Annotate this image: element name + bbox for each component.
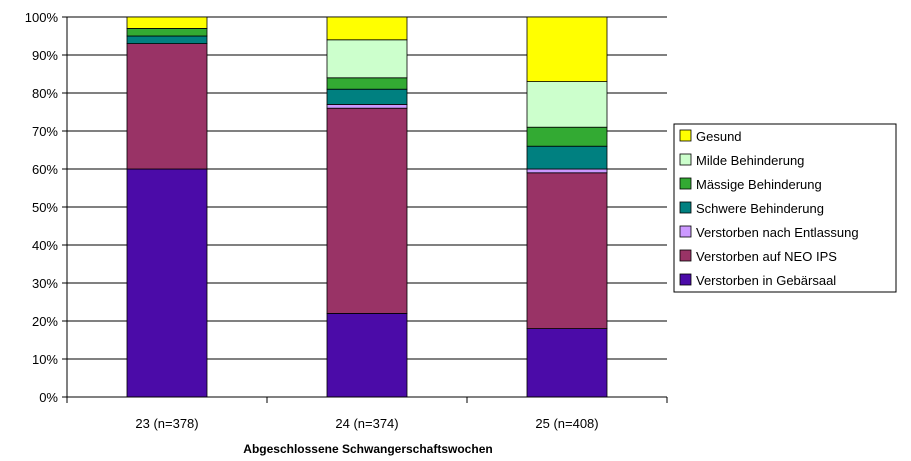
bar-segment xyxy=(526,328,608,398)
y-tick-label: 80% xyxy=(32,86,58,101)
legend-swatch xyxy=(679,153,692,166)
y-tick-label: 20% xyxy=(32,314,58,329)
bar-segment xyxy=(126,27,208,37)
x-tick-label: 24 (n=374) xyxy=(335,416,398,431)
legend-label: Verstorben in Gebärsaal xyxy=(696,273,836,288)
legend-swatch xyxy=(679,201,692,214)
bar-segment xyxy=(526,172,608,330)
legend-label: Mässige Behinderung xyxy=(696,177,822,192)
bar-segment xyxy=(326,104,408,109)
bar-segment xyxy=(326,39,408,79)
bar-segment xyxy=(526,126,608,147)
bar-segment xyxy=(326,88,408,105)
bar-segment xyxy=(126,35,208,44)
bar-segment xyxy=(526,168,608,174)
legend-swatch xyxy=(679,225,692,238)
bar-segment xyxy=(326,77,408,90)
legend-label: Milde Behinderung xyxy=(696,153,804,168)
y-tick-label: 10% xyxy=(32,352,58,367)
bar-stacks xyxy=(126,16,608,398)
bar-segment xyxy=(126,16,208,29)
y-tick-label: 30% xyxy=(32,276,58,291)
legend-label: Gesund xyxy=(696,129,742,144)
y-tick-label: 90% xyxy=(32,48,58,63)
legend-label: Verstorben auf NEO IPS xyxy=(696,249,837,264)
bar-segment xyxy=(326,312,408,398)
y-tick-label: 60% xyxy=(32,162,58,177)
x-axis-title: Abgeschlossene Schwangerschaftswochen xyxy=(243,442,492,456)
bar-segment xyxy=(526,145,608,170)
y-tick-label: 40% xyxy=(32,238,58,253)
bar-segment xyxy=(326,16,408,41)
legend-swatch xyxy=(679,129,692,142)
y-tick-label: 100% xyxy=(25,10,59,25)
x-tick-labels: 23 (n=378) 24 (n=374) 25 (n=408) xyxy=(135,416,598,431)
legend: Gesund Milde Behinderung Mässige Behinderu… xyxy=(673,123,897,293)
legend-label: Schwere Behinderung xyxy=(696,201,824,216)
legend-label: Verstorben nach Entlassung xyxy=(696,225,859,240)
bar-segment xyxy=(126,168,208,398)
bar-segment xyxy=(526,81,608,128)
legend-swatch xyxy=(679,249,692,262)
legend-box xyxy=(673,123,897,293)
legend-swatch xyxy=(679,177,692,190)
bar-segment xyxy=(126,43,208,170)
x-tick-label: 25 (n=408) xyxy=(535,416,598,431)
y-tick-label: 50% xyxy=(32,200,58,215)
y-tick-label: 0% xyxy=(39,390,58,405)
y-tick-labels: 0% 10% 20% 30% 40% 50% 60% 70% 80% 90% 100% xyxy=(25,10,67,405)
bar-segment xyxy=(326,107,408,314)
legend-swatch xyxy=(679,273,692,286)
x-tick-label: 23 (n=378) xyxy=(135,416,198,431)
bar-segment xyxy=(526,16,608,82)
y-tick-label: 70% xyxy=(32,124,58,139)
